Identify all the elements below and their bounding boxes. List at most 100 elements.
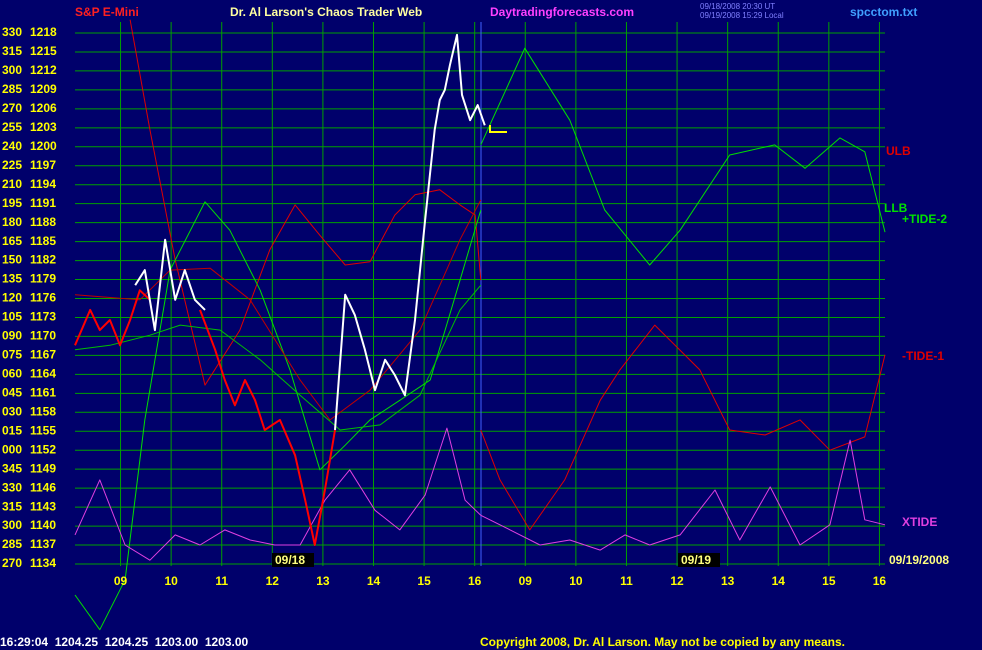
y-angle-label: 285 — [2, 82, 22, 96]
y-tick-label: 1182 — [30, 253, 56, 267]
date-box — [272, 553, 314, 567]
site: Daytradingforecasts.com — [490, 5, 634, 19]
series-line — [74, 289, 336, 546]
y-tick-label: 1188 — [30, 215, 56, 229]
date-label: 09/18 — [275, 553, 305, 567]
y-angle-label: 045 — [2, 385, 22, 399]
y-tick-label: 1218 — [30, 25, 57, 39]
y-angle-label: 210 — [2, 177, 22, 191]
y-tick-label: 1212 — [30, 63, 57, 77]
y-tick-label: 1209 — [30, 82, 57, 96]
series-line — [480, 324, 886, 531]
series-line — [134, 33, 486, 431]
y-tick-label: 1170 — [30, 329, 56, 343]
y-tick-label: 1206 — [30, 101, 57, 115]
y-tick-label: 1152 — [30, 442, 56, 456]
y-angle-label: 300 — [2, 63, 22, 77]
x-tick-label: 13 — [316, 574, 330, 588]
y-tick-label: 1215 — [30, 44, 57, 58]
y-tick-label: 1143 — [30, 499, 56, 513]
y-tick-label: 1191 — [30, 196, 56, 210]
y-angle-label: 180 — [2, 215, 22, 229]
y-angle-label: 030 — [2, 404, 22, 418]
y-angle-label: 090 — [2, 329, 22, 343]
chart-title: Dr. Al Larson's Chaos Trader Web — [230, 5, 422, 19]
x-tick-label: 16 — [873, 574, 887, 588]
y-tick-label: 1176 — [30, 291, 56, 305]
y-angle-label: 195 — [2, 196, 22, 210]
y-tick-label: 1197 — [30, 158, 56, 172]
y-angle-label: 120 — [2, 291, 22, 305]
line-label: -TIDE-1 — [902, 349, 944, 363]
y-tick-label: 1203 — [30, 120, 57, 134]
current-marker — [489, 125, 507, 133]
y-angle-label: 330 — [2, 480, 22, 494]
file-name: spcctom.txt — [850, 5, 917, 19]
y-angle-label: 270 — [2, 556, 22, 570]
date-label: 09/19 — [681, 553, 711, 567]
x-tick-label: 12 — [670, 574, 684, 588]
line-label: XTIDE — [902, 515, 937, 529]
y-tick-label: 1134 — [30, 556, 56, 570]
y-angle-label: 315 — [2, 44, 22, 58]
y-tick-label: 1161 — [30, 385, 56, 399]
series-line — [74, 284, 482, 431]
x-tick-label: 15 — [822, 574, 836, 588]
y-tick-label: 1164 — [30, 367, 56, 381]
x-tick-label: 13 — [721, 574, 735, 588]
x-tick-label: 16 — [468, 574, 482, 588]
y-angle-label: 000 — [2, 442, 22, 456]
y-angle-label: 270 — [2, 101, 22, 115]
timestamp: 09/18/2008 20:30 UT — [700, 2, 775, 11]
line-label: ULB — [886, 144, 911, 158]
date-box — [678, 553, 720, 567]
x-tick-label: 12 — [266, 574, 280, 588]
x-tick-label: 14 — [367, 574, 381, 588]
y-angle-label: 165 — [2, 234, 22, 248]
x-tick-label: 10 — [569, 574, 583, 588]
x-tick-label: 14 — [772, 574, 786, 588]
line-label: +TIDE-2 — [902, 212, 947, 226]
y-tick-label: 1149 — [30, 461, 56, 475]
x-tick-label: 09 — [114, 574, 128, 588]
y-angle-label: 285 — [2, 537, 22, 551]
y-tick-label: 1140 — [30, 518, 56, 532]
x-tick-label: 11 — [215, 574, 228, 588]
y-tick-label: 1179 — [30, 272, 56, 286]
y-tick-label: 1146 — [30, 480, 56, 494]
y-angle-label: 015 — [2, 423, 22, 437]
y-angle-label: 105 — [2, 310, 22, 324]
y-angle-label: 345 — [2, 461, 22, 475]
x-tick-label: 15 — [417, 574, 431, 588]
y-tick-label: 1185 — [30, 234, 56, 248]
y-angle-label: 225 — [2, 158, 22, 172]
y-angle-label: 150 — [2, 253, 22, 267]
y-tick-label: 1173 — [30, 310, 56, 324]
series-group — [74, 19, 886, 631]
y-angle-label: 315 — [2, 499, 22, 513]
x-tick-label: 11 — [620, 574, 633, 588]
y-angle-label: 060 — [2, 367, 22, 381]
series-line — [74, 201, 482, 631]
y-tick-label: 1167 — [30, 348, 56, 362]
copyright: Copyright 2008, Dr. Al Larson. May not b… — [480, 635, 845, 649]
status-line: 16:29:04 1204.25 1204.25 1203.00 1203.00 — [0, 635, 249, 649]
line-label: LLB — [884, 201, 908, 215]
date-label: 09/19/2008 — [889, 553, 949, 567]
series-line — [129, 19, 482, 386]
x-tick-label: 10 — [164, 574, 178, 588]
y-angle-label: 330 — [2, 25, 22, 39]
y-tick-label: 1158 — [30, 404, 56, 418]
y-angle-label: 255 — [2, 120, 22, 134]
instrument: S&P E-Mini — [75, 5, 139, 19]
y-angle-label: 240 — [2, 139, 22, 153]
x-tick-label: 09 — [519, 574, 533, 588]
y-angle-label: 075 — [2, 348, 22, 362]
y-angle-label: 300 — [2, 518, 22, 532]
y-tick-label: 1200 — [30, 139, 57, 153]
series-line — [480, 47, 886, 266]
series-line — [74, 427, 886, 561]
y-angle-label: 135 — [2, 272, 22, 286]
y-tick-label: 1194 — [30, 177, 56, 191]
